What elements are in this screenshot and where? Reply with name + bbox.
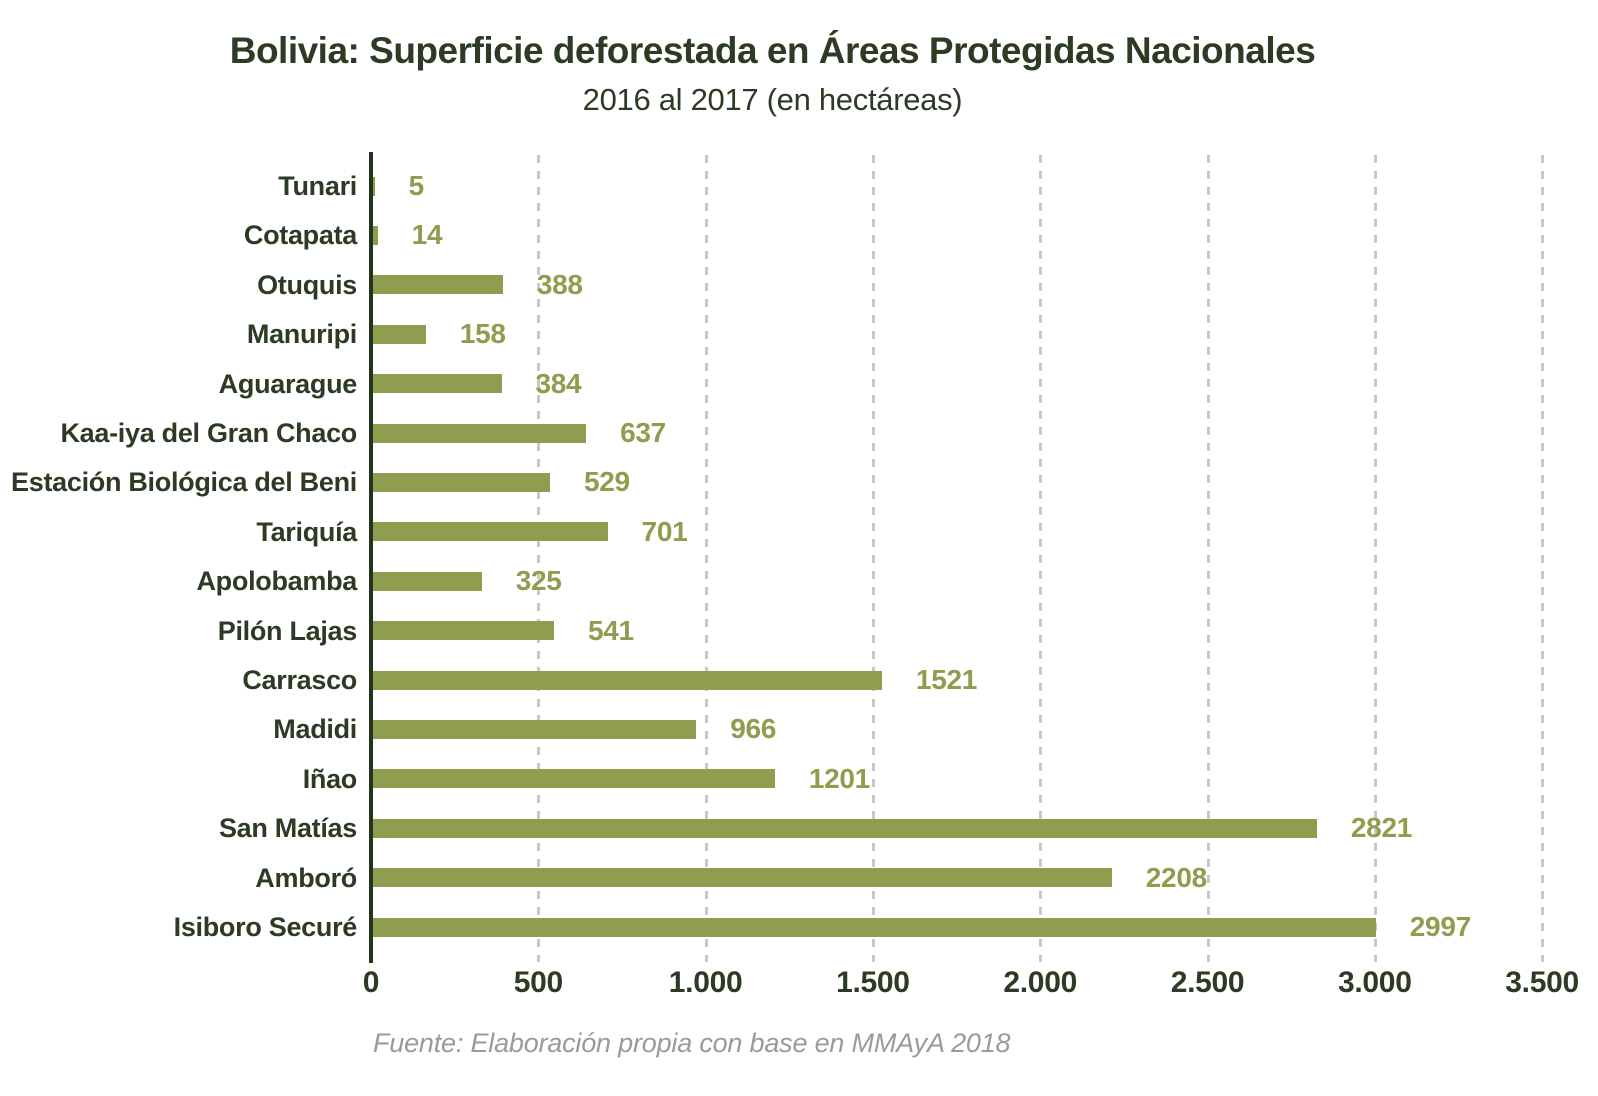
- value-label: 384: [535, 367, 582, 399]
- x-tick-label: 0: [362, 966, 380, 999]
- bar: [373, 621, 554, 641]
- bar: [373, 522, 608, 542]
- value-label: 325: [515, 565, 562, 597]
- category-label: Pilón Lajas: [217, 615, 358, 646]
- chart-subtitle: 2016 al 2017 (en hectáreas): [582, 82, 963, 117]
- value-label: 1201: [808, 762, 870, 794]
- value-label: 158: [459, 318, 506, 350]
- gridline: [1541, 155, 1545, 962]
- category-label: Apolobamba: [196, 566, 357, 597]
- category-label: Tunari: [278, 171, 357, 201]
- category-label: Tariquía: [256, 516, 357, 547]
- x-tick-label: 1.500: [836, 966, 910, 999]
- x-tick-label: 2.500: [1170, 966, 1245, 999]
- category-label: Carrasco: [242, 665, 357, 695]
- chart-header: Bolivia: Superficie deforestada en Áreas…: [0, 30, 1545, 118]
- bar: [373, 868, 1112, 888]
- value-label: 388: [536, 268, 583, 300]
- value-label: 14: [411, 219, 443, 251]
- x-tick-label: 3.000: [1338, 966, 1412, 999]
- category-label: Kaa-iya del Gran Chaco: [60, 418, 357, 448]
- bar: [373, 176, 375, 196]
- x-tick-label: 500: [513, 966, 563, 999]
- x-tick-label: 1.000: [668, 966, 743, 999]
- value-label: 966: [730, 713, 777, 745]
- category-label: San Matías: [218, 813, 357, 844]
- gridline: [1373, 155, 1377, 962]
- y-axis-line: [369, 152, 373, 963]
- value-label: 2997: [1409, 911, 1471, 942]
- value-label: 2208: [1145, 861, 1207, 893]
- source-note: Fuente: Elaboración propia con base en M…: [373, 1028, 1011, 1058]
- value-label: 541: [588, 614, 634, 646]
- gridline: [1206, 155, 1210, 962]
- category-label: Cotapata: [243, 220, 357, 251]
- x-tick-label: 2.000: [1003, 966, 1077, 999]
- bar: [373, 225, 378, 245]
- category-label: Estación Biológica del Beni: [11, 467, 357, 498]
- gridline: [537, 155, 541, 962]
- gridline: [704, 155, 708, 962]
- gridline: [871, 155, 875, 962]
- bar: [373, 670, 882, 690]
- category-label: Manuripi: [246, 319, 357, 350]
- value-label: 2821: [1350, 812, 1412, 844]
- chart-title: Bolivia: Superficie deforestada en Áreas…: [229, 30, 1316, 71]
- category-label: Iñao: [302, 763, 358, 794]
- value-label: 1521: [915, 664, 978, 695]
- bar: [373, 423, 587, 443]
- bar: [373, 374, 502, 394]
- category-label: Amboró: [255, 862, 357, 893]
- value-label: 637: [620, 417, 666, 448]
- category-label: Aguarague: [218, 368, 358, 399]
- bar: [373, 275, 503, 295]
- category-label: Madidi: [273, 714, 357, 745]
- value-label: 5: [408, 170, 425, 201]
- category-label: Isiboro Securé: [173, 912, 358, 942]
- gridline: [1039, 155, 1043, 962]
- value-label: 529: [584, 466, 630, 498]
- value-label: 701: [641, 515, 688, 547]
- bar: [373, 818, 1317, 838]
- bar: [373, 917, 1376, 937]
- bar: [373, 324, 426, 344]
- bar: [373, 571, 482, 591]
- bar: [373, 472, 550, 492]
- bar: [373, 769, 775, 789]
- x-tick-label: 3.500: [1505, 966, 1579, 999]
- bar: [373, 719, 697, 739]
- category-label: Otuquis: [257, 269, 357, 300]
